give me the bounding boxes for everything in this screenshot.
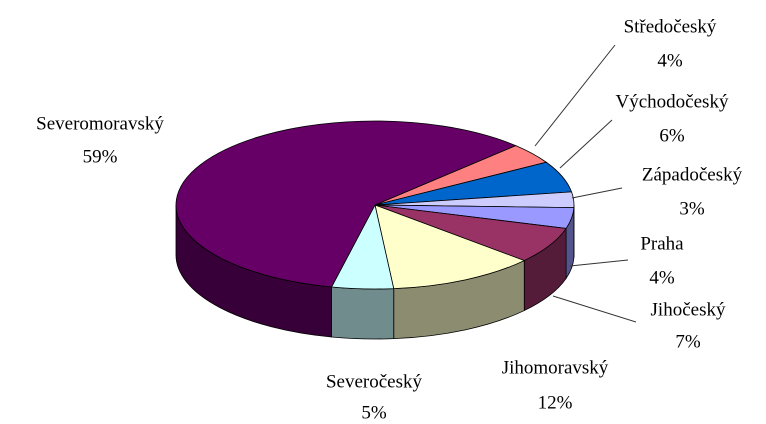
pie-slice (374, 204, 526, 290)
slice-name: Východočeský (616, 91, 729, 112)
pie (175, 120, 575, 340)
leader-line (534, 44, 616, 147)
leader-line (559, 119, 613, 169)
slice-value: 4% (657, 50, 683, 71)
slice-name: Středočeský (624, 16, 717, 37)
slice-name: Jihočeský (651, 299, 726, 320)
leader-line (552, 295, 637, 323)
slice-value: 4% (649, 267, 675, 288)
slice-value: 5% (361, 402, 387, 423)
slice-name: Severomoravský (36, 113, 164, 134)
leader-line (569, 259, 629, 267)
slice-value: 7% (675, 331, 701, 352)
slice-name: Praha (640, 233, 684, 254)
slice-name: Jihomoravský (502, 357, 609, 378)
slice-value: 12% (538, 392, 573, 413)
slice-name: Západočeský (642, 164, 743, 185)
labels: Středočeský 4% Východočeský 6% Západočes… (36, 16, 742, 423)
slice-value: 59% (83, 146, 118, 167)
slice-value: 6% (659, 125, 685, 146)
leader-line (571, 187, 623, 199)
pie-slice (175, 120, 517, 288)
slice-name: Severočeský (326, 371, 423, 392)
slice-value: 3% (679, 198, 705, 219)
pie-side (331, 286, 395, 340)
